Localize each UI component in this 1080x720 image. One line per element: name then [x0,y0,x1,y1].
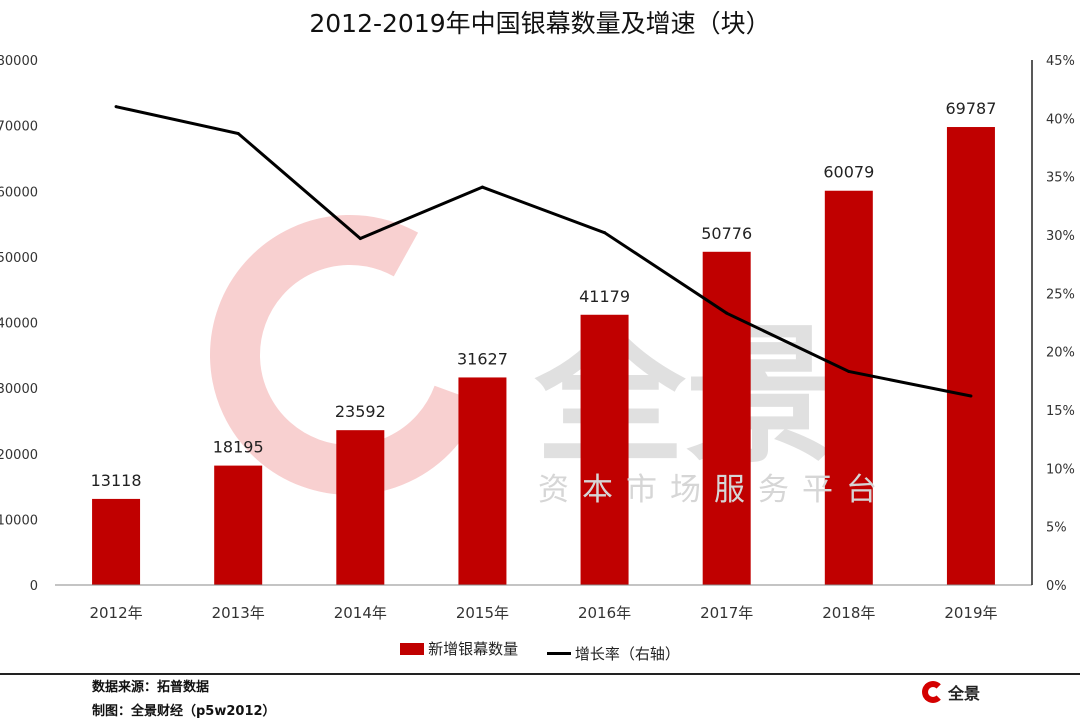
left-tick-label: 40000 [0,317,38,332]
bar [702,251,751,585]
right-tick-label: 35% [1046,171,1075,186]
footer-divider [0,673,1080,675]
left-tick-label: 0 [30,579,38,594]
x-tick-label: 2016年 [578,604,631,622]
bar-data-label: 60079 [823,163,874,182]
legend-label-bar: 新增银幕数量 [428,640,519,658]
line-point [114,105,118,109]
legend-item-bar: 新增银幕数量 [400,638,518,659]
right-tick-label: 25% [1046,287,1075,302]
credit-note: 制图：全景财经（p5w2012） [92,704,276,719]
legend-label-line: 增长率（右轴） [574,644,680,663]
bar-data-label: 69787 [945,99,996,118]
bar-data-label: 23592 [335,402,386,421]
left-tick-label: 50000 [0,251,38,266]
right-tick-label: 0% [1046,579,1067,594]
bar [336,430,385,585]
watermark-logo-ring [210,215,490,495]
chart-title: 2012-2019年中国银幕数量及增速（块） [309,9,771,38]
right-tick-label: 30% [1046,229,1075,244]
line-point [725,311,729,315]
right-tick-label: 45% [1046,54,1075,69]
growth-rate-line [115,105,972,398]
right-tick-label: 15% [1046,404,1075,419]
bar-data-label: 13118 [91,471,142,490]
source-note: 数据来源：拓普数据 [92,680,210,695]
brand-logo: 全景 [922,680,980,704]
left-tick-label: 60000 [0,185,38,200]
x-tick-label: 2014年 [334,604,387,622]
watermark-brand: 全景 [534,310,835,484]
legend: 新增银幕数量 增长率（右轴） [0,638,1080,664]
chart: 全景 13118 18195 23592 31627 41179 50776 60079 69… [0,54,1075,622]
line-point [847,370,851,373]
watermark-tagline: 资本市场服务平台 [538,472,890,508]
line-point [358,237,362,240]
legend-swatch-bar [400,642,425,655]
right-tick-label: 40% [1046,112,1075,127]
logo-text: 全景 [948,684,981,703]
x-tick-label: 2017年 [700,604,753,622]
bar-data-label: 41179 [579,287,630,306]
line-point [603,231,607,235]
line-point [236,132,240,135]
bar [92,498,141,585]
left-tick-label: 80000 [0,54,38,69]
bar [580,314,629,585]
line-point [969,394,973,398]
legend-swatch-line [546,651,571,655]
right-tick-label: 5% [1046,521,1067,536]
right-tick-label: 10% [1046,462,1075,477]
x-tick-label: 2015年 [456,604,509,622]
left-tick-label: 10000 [0,513,38,528]
bar-data-label: 18195 [213,438,264,457]
bar-data-label: 31627 [457,349,508,368]
legend-item-line: 增长率（右轴） [546,643,680,664]
x-tick-label: 2013年 [212,604,265,622]
bar-data-label: 50776 [701,224,752,243]
x-tick-label: 2018年 [822,604,875,622]
left-tick-label: 70000 [0,120,38,135]
right-tick-label: 20% [1046,346,1075,361]
logo-icon [922,681,944,703]
left-tick-label: 30000 [0,382,38,397]
bar [214,465,263,585]
x-tick-label: 2012年 [89,604,142,622]
x-tick-label: 2019年 [944,604,997,622]
bar [946,127,995,585]
bar [824,190,873,585]
bar [458,377,507,585]
line-point [480,185,484,189]
left-tick-label: 20000 [0,448,38,463]
